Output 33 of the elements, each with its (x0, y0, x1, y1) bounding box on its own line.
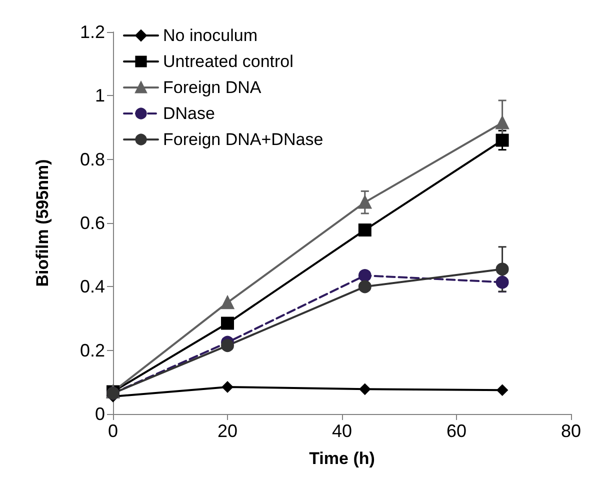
legend-label: No inoculum (163, 26, 258, 45)
point (496, 384, 508, 396)
y-tick-label: 1 (94, 86, 105, 106)
point (358, 269, 372, 282)
point (221, 339, 234, 352)
x-tick-label: 80 (560, 421, 582, 441)
y-tick-label: 1.2 (80, 22, 105, 42)
legend-label: Foreign DNA (163, 78, 262, 97)
point (359, 384, 370, 395)
legend-label: Untreated control (163, 52, 294, 71)
x-tick-label: 0 (108, 421, 118, 441)
x-tick-label: 40 (332, 421, 352, 441)
y-tick-label: 0.6 (80, 213, 105, 233)
x-tick-label: 60 (446, 421, 467, 441)
point (221, 296, 234, 310)
y-tick-label: 0.2 (80, 340, 105, 360)
x-axis-title: Time (h) (309, 449, 375, 468)
point (358, 224, 372, 237)
legend-label: Foreign DNA+DNase (163, 130, 324, 149)
y-tick-label: 0.4 (80, 276, 105, 297)
y-axis-title: Biofilm (595nm) (33, 159, 52, 287)
point (496, 262, 509, 276)
point (221, 316, 234, 330)
point (496, 116, 509, 130)
point (496, 276, 509, 289)
legend-label: DNase (163, 104, 215, 123)
x-tick-label: 20 (217, 421, 238, 441)
y-tick-label: 0.8 (80, 149, 105, 170)
y-tick-label: 0 (94, 404, 105, 424)
point (358, 280, 372, 294)
point (496, 134, 509, 147)
point (222, 381, 233, 392)
point (358, 196, 372, 209)
